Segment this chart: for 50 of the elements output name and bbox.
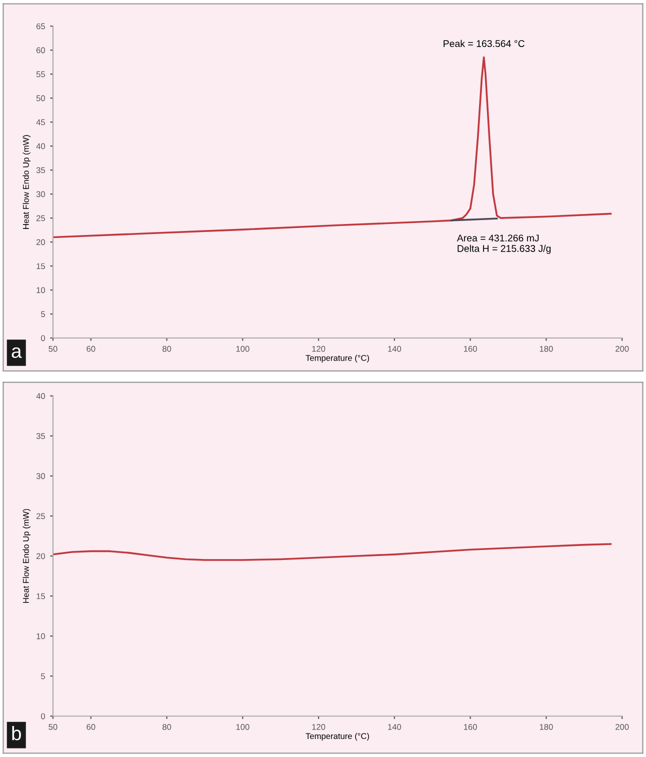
- x-axis-title: Temperature (°C): [306, 354, 370, 363]
- y-tick-label: 0: [41, 713, 46, 720]
- x-tick-label: 60: [86, 724, 96, 730]
- y-tick-label: 15: [36, 263, 45, 270]
- x-tick-label: 120: [312, 724, 326, 730]
- x-tick-label: 80: [162, 346, 172, 352]
- x-tick-label: 100: [236, 724, 250, 730]
- y-tick-label: 20: [36, 553, 46, 560]
- x-tick-label: 100: [236, 346, 250, 352]
- x-tick-label: 120: [312, 346, 326, 352]
- annotation: Area = 431.266 mJ Delta H = 215.633 J/g: [456, 234, 551, 254]
- y-tick-label: 35: [36, 433, 45, 440]
- y-tick-label: 45: [36, 119, 45, 126]
- x-tick-label: 160: [464, 346, 477, 352]
- x-tick-label: 50: [48, 724, 58, 730]
- y-tick-label: 35: [36, 167, 45, 174]
- line-series: [52, 543, 612, 561]
- x-tick-label: 80: [162, 724, 172, 730]
- y-tick-label: 15: [36, 593, 45, 600]
- y-tick-label: 40: [36, 143, 46, 150]
- y-tick-label: 25: [36, 215, 45, 222]
- y-tick-label: 50: [36, 95, 46, 102]
- x-tick-label: 200: [616, 724, 629, 730]
- x-tick-label: 180: [540, 346, 553, 352]
- y-tick-label: 55: [36, 71, 45, 78]
- y-tick-label: 40: [36, 393, 46, 400]
- x-tick-label: 140: [388, 346, 402, 352]
- y-tick-label: 60: [36, 47, 46, 54]
- y-tick-label: 65: [36, 23, 45, 30]
- x-tick-label: 160: [464, 724, 477, 730]
- x-axis-title: Temperature (°C): [306, 732, 370, 741]
- y-tick-label: 20: [36, 239, 46, 246]
- y-tick-label: 30: [36, 191, 46, 198]
- text: a: [12, 347, 22, 358]
- y-tick-label: 10: [36, 287, 46, 294]
- y-tick-label: 10: [36, 633, 46, 640]
- x-tick-label: 60: [86, 346, 96, 352]
- annotation: Peak = 163.564 °C: [444, 40, 524, 48]
- y-tick-label: 30: [36, 473, 46, 480]
- y-tick-label: 0: [41, 335, 46, 342]
- text: b: [12, 726, 21, 740]
- y-tick-label: 25: [36, 513, 45, 520]
- y-axis-title: Heat Flow Endo Up (mW): [22, 509, 31, 603]
- y-tick-label: 5: [41, 311, 45, 318]
- x-tick-label: 200: [616, 346, 629, 352]
- x-tick-label: 180: [540, 724, 553, 730]
- y-axis-title: Heat Flow Endo Up (mW): [22, 135, 31, 229]
- y-tick-label: 5: [41, 673, 45, 680]
- x-tick-label: 50: [48, 346, 58, 352]
- x-tick-label: 140: [388, 724, 402, 730]
